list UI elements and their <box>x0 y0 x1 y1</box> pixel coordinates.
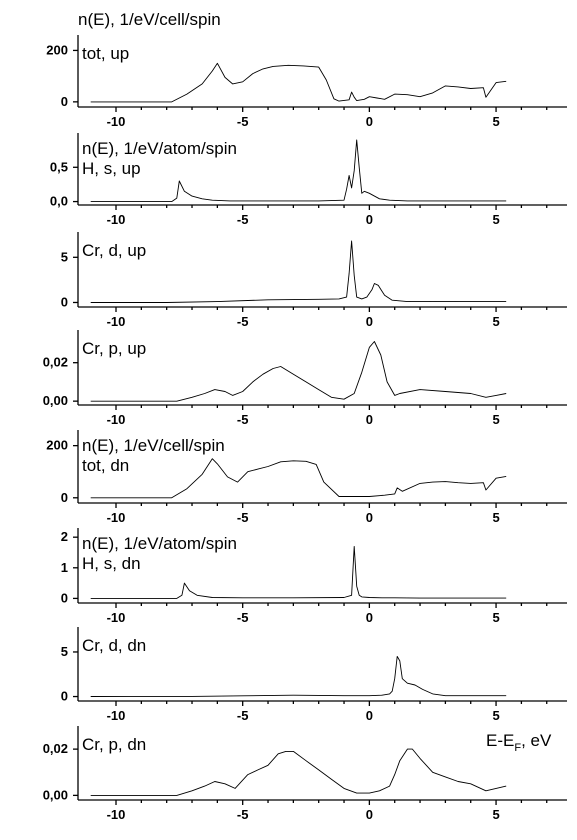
x-tick-label: -10 <box>107 510 126 525</box>
y-tick-label: 0,02 <box>43 355 68 370</box>
x-tick-label: -10 <box>107 314 126 329</box>
x-tick-label: -5 <box>237 708 249 723</box>
dos-curve <box>90 545 507 599</box>
dos-curve <box>90 458 507 499</box>
dos-panel: -10 -5 0 5 0,00 0,02 Cr, p, up <box>43 330 567 427</box>
panel-label: Cr, p, dn <box>82 735 146 754</box>
y-tick-label: 0,5 <box>50 159 68 174</box>
x-tick-label: 5 <box>492 212 499 227</box>
y-tick-label: 1 <box>61 560 68 575</box>
x-tick-label: 5 <box>492 114 499 129</box>
panel-unit-label: n(E), 1/eV/atom/spin <box>82 534 237 553</box>
y-tick-label: 5 <box>61 644 68 659</box>
dos-panel: -10 -5 0 5 0 200 tot, up <box>46 35 567 129</box>
panel-label: tot, up <box>82 44 129 63</box>
y-tick-label: 0,00 <box>43 393 68 408</box>
x-tick-label: -5 <box>237 510 249 525</box>
x-tick-label: -5 <box>237 807 249 822</box>
y-tick-label: 0 <box>61 590 68 605</box>
y-tick-label: 0,00 <box>43 787 68 802</box>
x-tick-label: -10 <box>107 212 126 227</box>
x-tick-label: 0 <box>366 314 373 329</box>
dos-curve <box>90 240 507 303</box>
x-tick-label: -5 <box>237 114 249 129</box>
y-tick-label: 0,02 <box>43 741 68 756</box>
y-tick-label: 200 <box>46 42 68 57</box>
dos-panel: -10 -5 0 5 0 5 Cr, d, up <box>61 232 567 329</box>
x-tick-label: 0 <box>366 708 373 723</box>
dos-curve <box>90 62 507 103</box>
panel-label: Cr, d, up <box>82 241 146 260</box>
x-tick-label: -5 <box>237 314 249 329</box>
panel-label: tot, dn <box>82 456 129 475</box>
y-tick-label: 200 <box>46 438 68 453</box>
energy-axis-label: E-EF, eV <box>486 731 552 754</box>
x-tick-label: 0 <box>366 510 373 525</box>
x-tick-label: -5 <box>237 212 249 227</box>
x-tick-label: 5 <box>492 412 499 427</box>
x-tick-label: 0 <box>366 807 373 822</box>
panel-unit-label: n(E), 1/eV/cell/spin <box>82 436 225 455</box>
y-tick-label: 0,0 <box>50 194 68 209</box>
dos-panel: -10 -5 0 5 0 5 Cr, d, dn <box>61 627 567 723</box>
x-tick-label: 0 <box>366 212 373 227</box>
y-tick-label: 0 <box>61 689 68 704</box>
x-tick-label: -10 <box>107 412 126 427</box>
y-tick-label: 2 <box>61 529 68 544</box>
panel-unit-label: n(E), 1/eV/atom/spin <box>82 139 237 158</box>
x-tick-label: 5 <box>492 314 499 329</box>
y-axis-unit-label: n(E), 1/eV/cell/spin <box>78 10 221 29</box>
x-tick-label: 5 <box>492 610 499 625</box>
x-tick-label: -5 <box>237 412 249 427</box>
y-tick-label: 0 <box>61 94 68 109</box>
x-tick-label: -10 <box>107 807 126 822</box>
x-tick-label: -5 <box>237 610 249 625</box>
panel-label: H, s, up <box>82 159 141 178</box>
dos-curve <box>90 139 507 203</box>
panel-label: Cr, d, dn <box>82 636 146 655</box>
x-tick-label: 0 <box>366 114 373 129</box>
y-tick-label: 0 <box>61 294 68 309</box>
dos-curve <box>90 748 507 796</box>
x-tick-label: 5 <box>492 708 499 723</box>
x-tick-label: 5 <box>492 807 499 822</box>
x-tick-label: -10 <box>107 708 126 723</box>
x-tick-label: 0 <box>366 412 373 427</box>
x-tick-label: -10 <box>107 114 126 129</box>
dos-panel: -10 -5 0 5 0,00 0,02 Cr, p, dn <box>43 726 567 822</box>
dos-curve <box>90 655 507 697</box>
y-tick-label: 0 <box>61 490 68 505</box>
x-tick-label: 0 <box>366 610 373 625</box>
y-tick-label: 5 <box>61 249 68 264</box>
panel-label: H, s, dn <box>82 554 141 573</box>
dos-curve <box>90 341 507 402</box>
panel-label: Cr, p, up <box>82 339 146 358</box>
x-tick-label: 5 <box>492 510 499 525</box>
x-tick-label: -10 <box>107 610 126 625</box>
